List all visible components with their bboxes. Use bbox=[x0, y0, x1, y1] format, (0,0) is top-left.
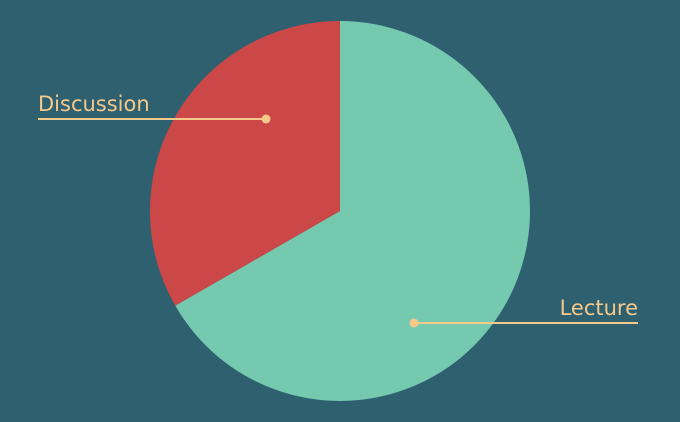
callout-dot-lecture bbox=[409, 318, 419, 328]
slice-label-lecture: Lecture bbox=[560, 296, 638, 320]
callout-dot-discussion bbox=[261, 114, 271, 124]
pie-slice-lecture bbox=[175, 21, 530, 401]
pie-slice-discussion bbox=[149, 21, 340, 306]
pie-callouts: Lecture Discussion bbox=[38, 92, 638, 328]
pie-slices bbox=[149, 21, 530, 401]
slice-label-discussion: Discussion bbox=[38, 92, 150, 116]
